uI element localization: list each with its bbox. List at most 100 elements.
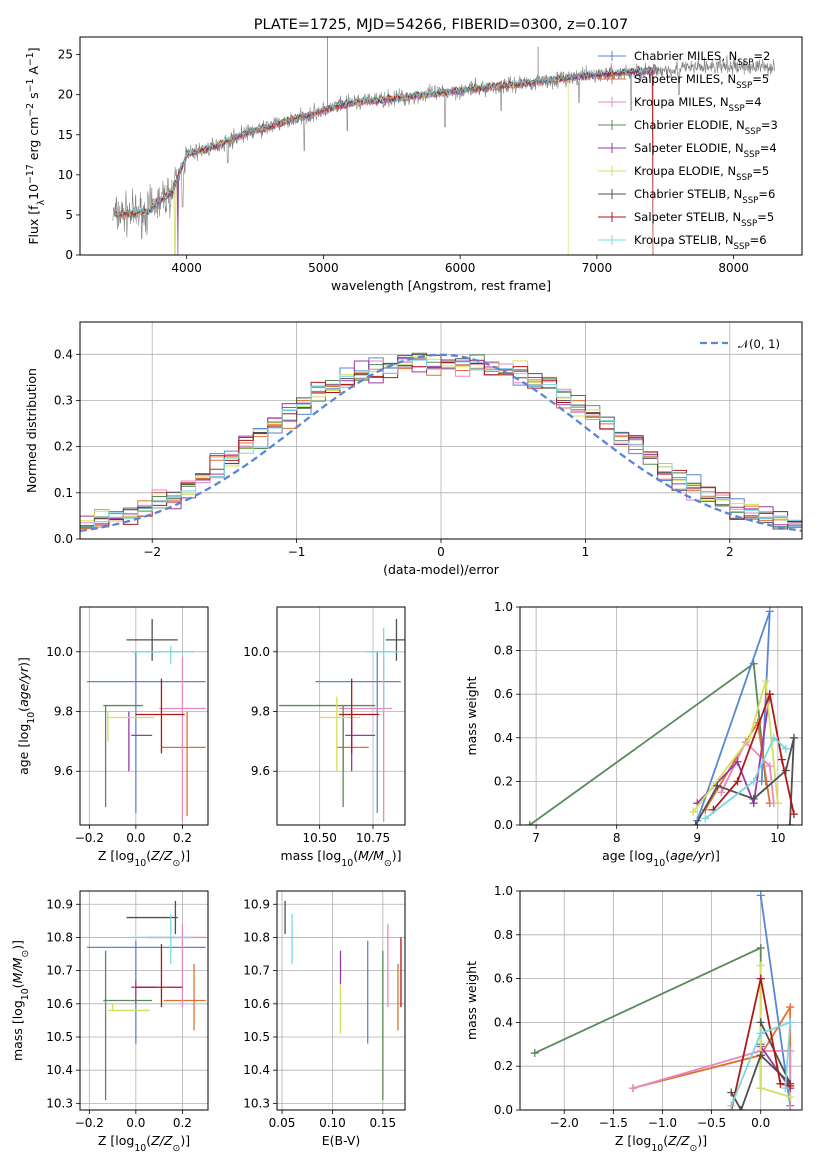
legend-label-part: =4 bbox=[745, 95, 762, 109]
x-axis-label: mass [log10(M/M⊙)] bbox=[280, 848, 401, 869]
x-axis-label-part: 10 bbox=[651, 1143, 663, 1154]
legend-label-part: Salpeter MILES, N bbox=[634, 72, 736, 86]
x-tick-label: 9 bbox=[693, 831, 701, 845]
histograms bbox=[80, 352, 802, 539]
x-axis-label-part: ( bbox=[146, 848, 151, 863]
series-marker-chabrier_stelib bbox=[756, 1018, 765, 1027]
plot-frame bbox=[79, 606, 209, 826]
x-axis-label-part: ⊙ bbox=[173, 1143, 181, 1154]
legend-label-part: SSP bbox=[742, 196, 758, 206]
y-axis-label-part: Flux [f bbox=[26, 205, 41, 245]
x-tick-label: −1.5 bbox=[599, 1116, 628, 1130]
y-axis-label-part: M bbox=[10, 972, 25, 983]
series-marker-kroupa_elodie bbox=[761, 677, 770, 686]
model-spectrum-chabrier_stelib bbox=[115, 66, 658, 218]
x-axis-label-part: 10 bbox=[341, 858, 353, 869]
y-axis-label: age [log10(age/yr)] bbox=[16, 657, 37, 775]
series-marker-salpeter_stelib bbox=[789, 810, 798, 819]
x-tick-label: 8 bbox=[613, 831, 621, 845]
y-axis-label-part: M bbox=[10, 957, 25, 968]
legend-label-part: =5 bbox=[752, 72, 769, 86]
x-axis-label-part: ] bbox=[185, 848, 190, 863]
y-tick-label: 0.6 bbox=[494, 972, 513, 986]
series-marker-kroupa_stelib bbox=[781, 744, 790, 753]
y-tick-label: 0.0 bbox=[54, 532, 73, 546]
series-marker-salpeter_stelib bbox=[786, 1081, 795, 1090]
legend-label: Chabrier MILES, NSSP=2 bbox=[634, 49, 770, 68]
y-axis-label-part: ] bbox=[26, 47, 41, 52]
y-axis-label: mass weight bbox=[464, 676, 479, 755]
series bbox=[525, 607, 798, 825]
gaussian-curve bbox=[80, 353, 802, 533]
x-axis-label-part: ] bbox=[397, 848, 402, 863]
y-axis-label: Flux [fλ10−17 erg cm−2 s−1 A−1] bbox=[25, 47, 47, 244]
y-tick-label: 0.8 bbox=[494, 644, 513, 658]
y-tick-label: 0 bbox=[65, 248, 73, 262]
y-tick-label: 20 bbox=[58, 88, 73, 102]
errorbars bbox=[279, 618, 405, 823]
x-tick-label: 7 bbox=[532, 831, 540, 845]
panels: 4000 5000 6000 7000 80000510152025PLATE=1725… bbox=[10, 17, 803, 1154]
series-marker-chabrier_elodie bbox=[525, 821, 534, 825]
age_vs_Z-panel: −0.2 0.0 0.29.69.810.0Z [log10(Z/Z⊙)]age [… bbox=[16, 606, 209, 869]
y-axis-label-part: ) bbox=[16, 662, 31, 667]
series-marker-kroupa_miles bbox=[717, 788, 726, 797]
y-tick-label: 0.2 bbox=[494, 1059, 513, 1073]
series-marker-kroupa_elodie bbox=[786, 1092, 795, 1101]
y-axis-label-part: Normed distribution bbox=[24, 368, 39, 493]
x-axis-label-part: Z [ bbox=[98, 848, 115, 863]
y-axis-label-part: log bbox=[10, 1000, 25, 1019]
x-axis-label-part: ] bbox=[715, 848, 720, 863]
y-axis-label-part: mass weight bbox=[464, 676, 479, 755]
x-axis-label-part: 10 bbox=[653, 858, 665, 869]
model-spectrum-salpeter_stelib bbox=[115, 66, 654, 255]
y-axis-label-part: λ bbox=[36, 199, 47, 205]
y-tick-label: 0.4 bbox=[494, 731, 513, 745]
x-tick-label: 10.75 bbox=[356, 831, 390, 845]
y-axis-label: mass [log10(M/M⊙)] bbox=[10, 940, 31, 1061]
series-marker-chabrier_stelib bbox=[737, 1106, 746, 1110]
series-marker-kroupa_stelib bbox=[756, 1029, 765, 1038]
legend-label: 𝒩(0, 1) bbox=[738, 337, 780, 351]
y-tick-label: 10.6 bbox=[46, 997, 73, 1011]
model-spectrum-chabrier_miles bbox=[115, 68, 659, 220]
y-tick-label: 1.0 bbox=[494, 600, 513, 614]
y-axis-label-part: −1 bbox=[25, 79, 36, 93]
legend-label-part: SSP bbox=[737, 58, 753, 68]
y-tick-label: 10.5 bbox=[243, 1030, 270, 1044]
x-axis-label-part: log bbox=[634, 848, 653, 863]
x-tick-label: 0.0 bbox=[126, 1116, 145, 1130]
x-tick-label: −0.2 bbox=[75, 1116, 104, 1130]
legend-label: Kroupa STELIB, NSSP=6 bbox=[634, 233, 767, 252]
series-marker-chabrier_stelib bbox=[756, 1051, 765, 1060]
y-tick-label: 15 bbox=[58, 128, 73, 142]
x-axis-label: wavelength [Angstrom, rest frame] bbox=[331, 278, 551, 293]
x-axis-label-part: Z bbox=[163, 1133, 173, 1148]
x-axis-label-part: wavelength [Angstrom, rest frame] bbox=[331, 278, 551, 293]
legend-label-part: =6 bbox=[750, 233, 767, 247]
mass_weight_vs_Z-panel: −2.0 −1.5 −1.0 −0.5 0.0 0.0 0.2 0.4 0.6 0.8 1.0 Z [… bbox=[464, 884, 803, 1154]
x-tick-label: 7000 bbox=[582, 261, 613, 275]
grid bbox=[520, 890, 802, 1111]
x-axis-label-part: ⊙ bbox=[173, 858, 181, 869]
series-marker-kroupa_stelib bbox=[749, 777, 758, 786]
x-axis-label-part: Z bbox=[667, 1133, 677, 1148]
series-marker-salpeter_stelib bbox=[777, 755, 786, 764]
errorbars bbox=[86, 618, 206, 823]
plot-frame bbox=[79, 890, 209, 1111]
y-axis-label-part: 10 bbox=[20, 988, 31, 1000]
series-marker-chabrier_stelib bbox=[691, 821, 700, 825]
series-marker-chabrier_stelib bbox=[727, 1088, 736, 1097]
errorbars bbox=[284, 900, 402, 1101]
series-line-kroupa_stelib bbox=[730, 1021, 792, 1106]
y-tick-label: 9.8 bbox=[251, 705, 270, 719]
series-line-kroupa_miles bbox=[720, 740, 775, 804]
x-axis-label-part: age [ bbox=[602, 848, 634, 863]
y-axis-label: Normed distribution bbox=[24, 368, 39, 493]
series-marker-chabrier_stelib bbox=[781, 766, 790, 775]
y-tick-label: 25 bbox=[58, 48, 73, 62]
model-spectrum-kroupa_miles bbox=[115, 68, 658, 218]
x-axis-label-part: mass [ bbox=[280, 848, 322, 863]
x-axis-label: (data-model)/error bbox=[383, 562, 500, 577]
